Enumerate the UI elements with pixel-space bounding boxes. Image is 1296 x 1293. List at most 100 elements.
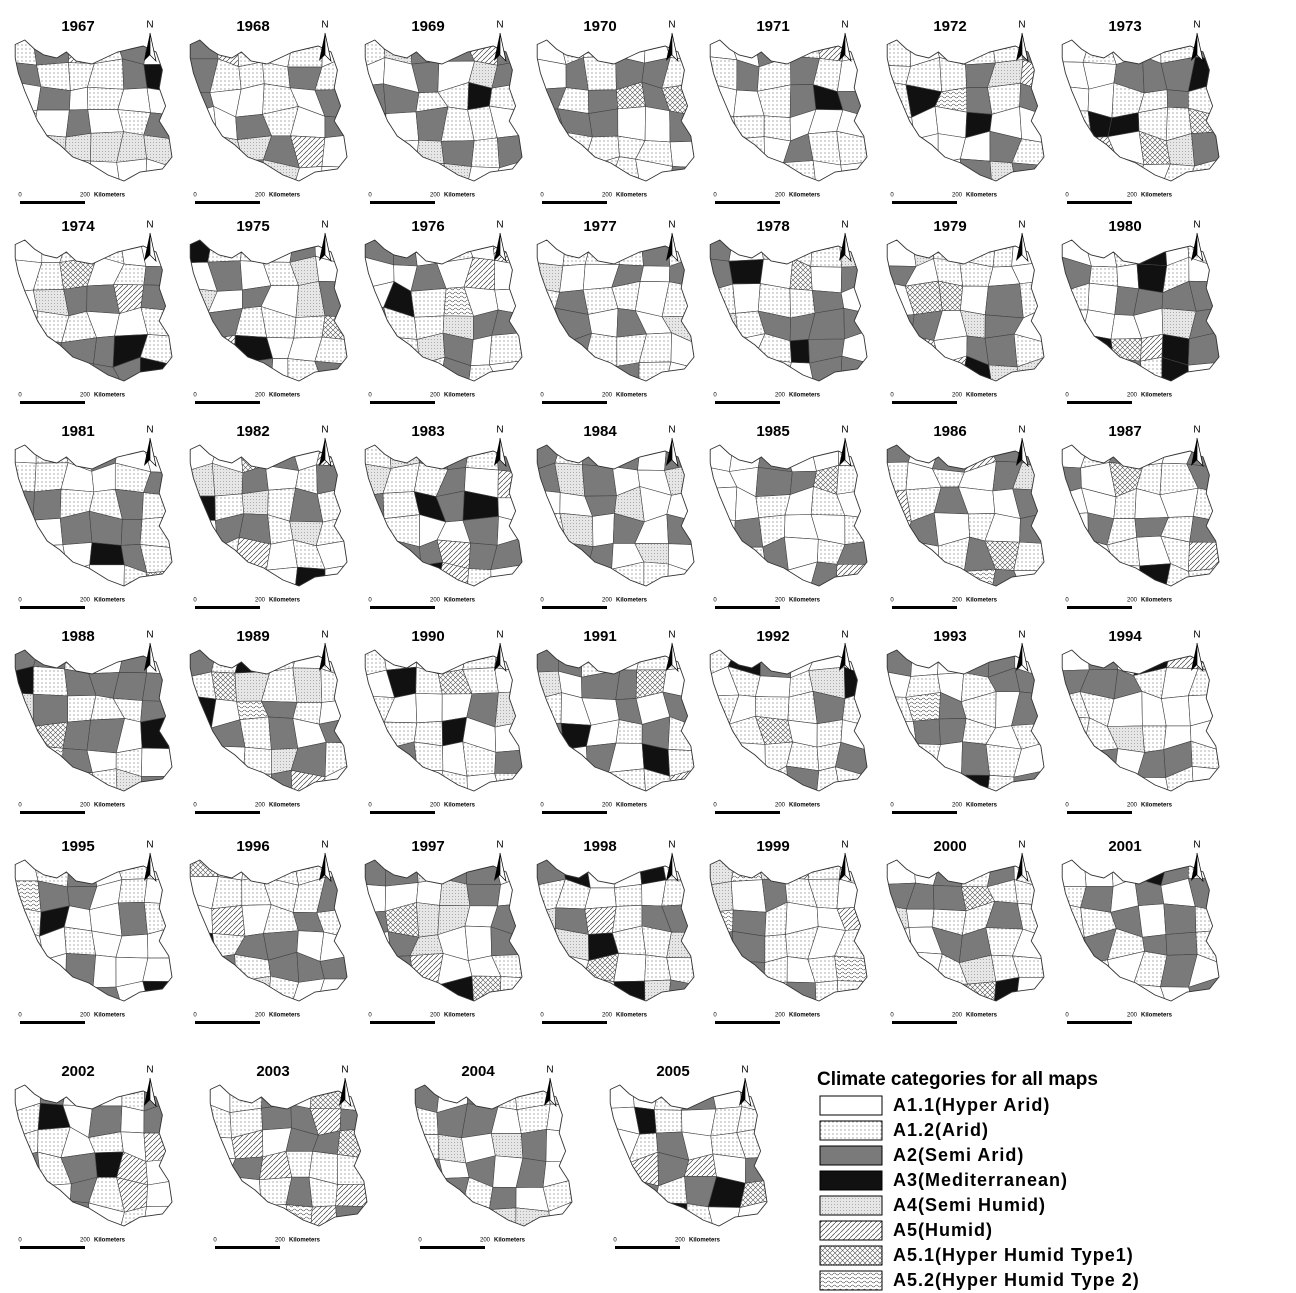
climate-region (781, 37, 820, 58)
climate-region (914, 163, 939, 187)
climate-region (146, 1159, 172, 1185)
climate-region (1059, 565, 1087, 592)
scale-bar (20, 606, 85, 609)
climate-region (560, 264, 586, 292)
climate-region (933, 237, 968, 260)
legend-title: Climate categories for all maps (817, 1069, 1098, 1090)
year-label: 1981 (61, 423, 94, 440)
climate-region (262, 1104, 292, 1129)
north-label: N (321, 630, 328, 641)
climate-region (670, 141, 694, 167)
climate-region (35, 572, 68, 592)
climate-region (147, 1181, 172, 1206)
climate-region (12, 290, 37, 311)
climate-region (1059, 158, 1088, 187)
climate-map: 1970N0200Kilometers (534, 18, 694, 204)
climate-region (756, 467, 792, 496)
climate-region (1059, 86, 1089, 111)
climate-region (1059, 752, 1083, 771)
climate-region (362, 976, 388, 1007)
north-label: N (341, 1065, 348, 1076)
climate-region (93, 336, 114, 367)
climate-region (467, 569, 492, 592)
climate-region (534, 985, 563, 1007)
climate-region (33, 489, 61, 520)
scale-unit: Kilometers (269, 803, 301, 809)
climate-region (63, 720, 91, 750)
climate-region (90, 161, 120, 187)
climate-region (884, 315, 914, 337)
climate-region (707, 358, 734, 387)
year-label: 1988 (61, 628, 94, 645)
scale-start: 0 (1065, 1013, 1069, 1019)
climate-region (66, 110, 91, 138)
climate-region (607, 1179, 631, 1205)
scale-unit: Kilometers (1141, 1013, 1173, 1019)
climate-region (913, 719, 940, 745)
climate-region (412, 1178, 443, 1211)
scale-start: 0 (613, 1238, 617, 1244)
north-label: N (496, 220, 503, 231)
climate-region (187, 696, 216, 728)
climate-region (362, 337, 391, 366)
climate-map: 1997N0200Kilometers (362, 838, 522, 1024)
climate-map: 1994N0200Kilometers (1059, 628, 1219, 814)
climate-region (489, 1208, 516, 1232)
climate-region (416, 903, 439, 938)
legend-swatch (820, 1246, 882, 1265)
climate-region (362, 107, 386, 142)
scale-unit: Kilometers (616, 193, 648, 199)
scale-start: 0 (890, 598, 894, 604)
climate-region (33, 647, 67, 669)
climate-region (240, 442, 270, 473)
climate-region (1113, 565, 1140, 592)
scale-start: 0 (18, 393, 22, 399)
year-label: 1992 (756, 628, 789, 645)
north-label: N (146, 630, 153, 641)
climate-region (187, 37, 218, 59)
climate-region (216, 954, 237, 986)
year-label: 1990 (411, 628, 444, 645)
climate-region (255, 1205, 291, 1232)
scale-start: 0 (368, 1013, 372, 1019)
climate-map: 1983N0200Kilometers (362, 423, 522, 609)
climate-region (1109, 442, 1143, 466)
climate-map: 1988N0200Kilometers (12, 628, 172, 814)
climate-region (388, 563, 421, 592)
climate-region (208, 237, 244, 262)
climate-region (534, 490, 560, 516)
climate-region (1166, 932, 1197, 955)
legend-label: A5(Humid) (893, 1220, 993, 1240)
climate-region (614, 884, 642, 906)
climate-region (89, 565, 125, 592)
climate-region (884, 139, 915, 167)
climate-region (316, 465, 347, 494)
climate-region (1141, 334, 1163, 361)
climate-region (961, 775, 990, 797)
climate-region (237, 37, 270, 67)
climate-region (585, 771, 612, 797)
scale-start: 0 (540, 1013, 544, 1019)
climate-region (534, 338, 566, 361)
year-label: 1969 (411, 18, 444, 35)
scale-start: 0 (193, 598, 197, 604)
climate-region (412, 1211, 435, 1232)
climate-region (495, 691, 522, 727)
climate-region (735, 984, 763, 1007)
climate-region (618, 107, 646, 141)
climate-region (12, 332, 37, 360)
legend-swatch (820, 1271, 882, 1290)
climate-region (1117, 264, 1139, 289)
climate-region (584, 362, 617, 387)
climate-region (707, 931, 733, 960)
scale-bar (20, 1246, 85, 1249)
climate-region (337, 1154, 367, 1184)
climate-region (12, 110, 37, 142)
climate-region (187, 931, 216, 957)
scale-end: 200 (602, 803, 613, 809)
climate-map: 1989N0200Kilometers (187, 628, 347, 814)
climate-map: 1998N0200Kilometers (534, 838, 694, 1024)
climate-region (87, 87, 123, 109)
legend-label: A5.1(Hyper Humid Type1) (893, 1245, 1134, 1265)
climate-region (144, 879, 172, 904)
